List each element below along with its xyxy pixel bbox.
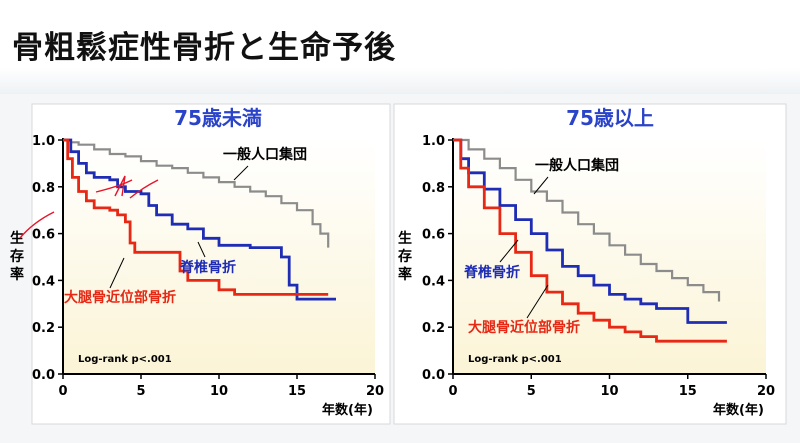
label-general-population: 一般人口集団 [535, 157, 619, 174]
x-tick-label: 15 [679, 384, 697, 399]
x-axis-label: 年数(年) [322, 402, 373, 418]
label-general-population: 一般人口集団 [223, 146, 307, 163]
log-rank-annotation: Log-rank p<.001 [78, 354, 172, 365]
x-tick-label: 0 [448, 384, 457, 399]
handwritten-mark [129, 179, 159, 199]
plot-area [453, 140, 766, 374]
y-axis-label: 生存率 [398, 230, 412, 283]
x-tick-label: 5 [527, 384, 536, 399]
y-tick-label: 0.6 [32, 228, 55, 243]
series-general-population [453, 138, 721, 302]
pointer-spine [499, 239, 519, 263]
pointer-hip [526, 284, 549, 319]
x-tick-label: 15 [288, 384, 306, 399]
pointer-spine [197, 241, 206, 258]
x-tick-label: 0 [58, 384, 67, 399]
y-tick-label: 0.0 [422, 368, 445, 383]
y-tick-label: 0.2 [32, 321, 55, 336]
slide-title: 骨粗鬆症性骨折と生命予後 [12, 30, 396, 66]
label-spine-fracture: 脊椎骨折 [463, 264, 520, 281]
label-hip-fracture: 大腿骨近位部骨折 [468, 319, 580, 336]
y-tick-label: 0.2 [422, 321, 445, 336]
y-tick-label: 1.0 [422, 134, 445, 149]
y-tick-label: 1.0 [32, 134, 55, 149]
x-tick-label: 20 [366, 384, 384, 399]
y-axis-label: 生存率 [10, 230, 24, 283]
title-divider [0, 68, 800, 94]
x-tick-label: 5 [136, 384, 145, 399]
label-spine-fracture: 脊椎骨折 [179, 259, 236, 276]
pointer-general [533, 176, 549, 195]
series-hip-fracture [63, 138, 329, 296]
handwritten-mark [95, 179, 133, 193]
x-tick-label: 10 [600, 384, 618, 399]
series-hip-fracture [453, 138, 727, 343]
pointer-hip [109, 257, 125, 289]
y-tick-label: 0.0 [32, 368, 55, 383]
series-spine-fracture [63, 138, 336, 301]
panel-75-and-over: 75歳以上 0.0 0.2 0.4 0.6 0.8 1.0 0 5 10 15 20 生存率 年数… [393, 103, 787, 425]
series-spine-fracture [453, 138, 727, 324]
series-general-population [63, 138, 330, 248]
handwritten-mark [114, 175, 126, 197]
x-tick-label: 20 [757, 384, 775, 399]
y-tick-label: 0.4 [422, 274, 445, 289]
x-tick-label: 10 [210, 384, 228, 399]
label-hip-fracture: 大腿骨近位部骨折 [64, 289, 176, 306]
y-tick-label: 0.8 [32, 181, 55, 196]
y-tick-label: 0.8 [422, 181, 445, 196]
panel-under-75: 75歳未満 0.0 0.2 0.4 0.6 0.8 1.0 0 5 10 15 20 生存率 年数… [10, 103, 391, 425]
log-rank-annotation: Log-rank p<.001 [468, 354, 562, 365]
y-tick-label: 0.6 [422, 228, 445, 243]
chart-title: 75歳以上 [566, 106, 654, 130]
pointer-general [233, 165, 249, 181]
chart-title: 75歳未満 [174, 106, 262, 130]
handwritten-mark [19, 211, 55, 239]
y-tick-label: 0.4 [32, 274, 55, 289]
x-axis-label: 年数(年) [713, 402, 764, 418]
plot-area [63, 140, 375, 374]
